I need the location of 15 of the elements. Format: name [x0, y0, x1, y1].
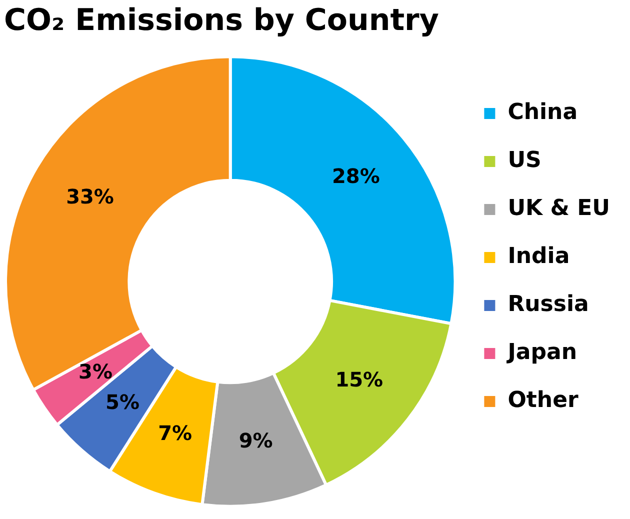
data-label: 5%: [106, 390, 140, 414]
legend-label: UK & EU: [508, 196, 610, 222]
data-label: 15%: [335, 368, 384, 392]
legend-label: US: [508, 148, 542, 174]
legend-label: India: [508, 244, 570, 270]
data-label: 28%: [332, 164, 380, 188]
legend-label: China: [508, 100, 578, 126]
data-label: 7%: [158, 421, 192, 446]
data-label: 3%: [78, 359, 113, 384]
legend-label: Russia: [508, 292, 589, 318]
data-label: 33%: [66, 184, 114, 209]
chart-title: CO₂ Emissions by Country: [4, 2, 440, 38]
data-label: 9%: [238, 428, 273, 453]
legend-label: Japan: [506, 340, 577, 366]
legend-label: Other: [508, 388, 578, 414]
